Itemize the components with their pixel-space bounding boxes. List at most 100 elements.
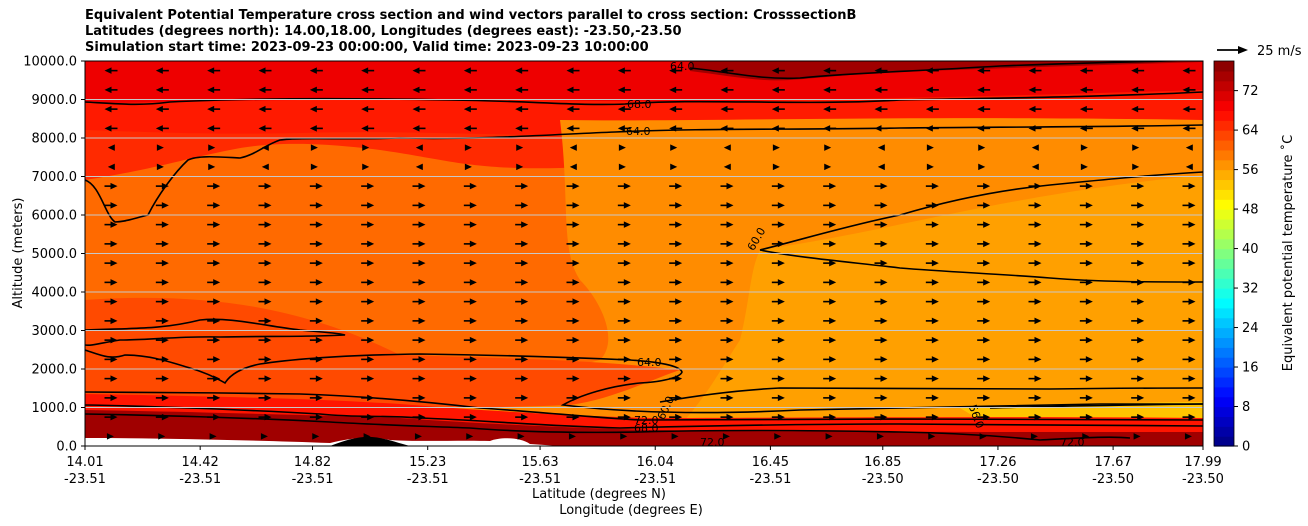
wind-arrow-icon [925,240,939,248]
wind-arrow-icon [874,240,888,248]
wind-arrow-head [931,394,939,402]
wind-arrow-icon [720,221,734,228]
wind-arrow-head [463,67,471,74]
colorbar-level [1214,61,1234,72]
wind-arrow-icon [1028,279,1042,286]
wind-arrow-icon [412,259,426,267]
wind-arrow-icon [261,163,269,171]
wind-arrow-icon [823,356,837,363]
contour-line-68 [85,91,1203,106]
wind-arrow-head [469,240,477,248]
wind-arrow-head [1034,202,1042,209]
wind-arrow-head [367,394,375,402]
wind-arrow-icon [1028,375,1042,382]
wind-arrow-head [566,86,574,94]
wind-arrow-head [874,86,882,94]
wind-arrow-head [312,433,320,440]
wind-arrow-head [931,298,939,305]
wind-arrow-head [1188,356,1196,363]
wind-arrow-head [617,67,625,74]
wind-arrow-icon [566,259,580,267]
wind-arrow-icon [104,279,118,286]
wind-arrow-icon [979,433,987,440]
wind-arrow-icon [207,356,221,363]
wind-arrow-icon [361,67,375,74]
wind-arrow-head [418,336,426,344]
wind-arrow-icon [617,67,631,74]
wind-arrow-head [158,433,166,440]
wind-arrow-icon [874,356,888,363]
wind-arrow-head [926,144,934,151]
wind-arrow-head [310,144,318,151]
wind-arrow-head [925,67,933,74]
wind-arrow-icon [617,259,631,267]
wind-arrow-head [931,240,939,248]
wind-arrow-icon [1028,182,1042,190]
colorbar-level [1214,179,1234,190]
wind-arrow-icon [1182,356,1196,363]
wind-arrow-head [572,298,580,305]
wind-arrow-head [208,144,216,151]
wind-arrow-head [1034,221,1042,228]
wind-arrow-head [264,221,272,228]
wind-arrow-head [463,86,471,94]
x-tick-label-lat: 14.82 [294,455,331,470]
wind-arrow-icon [874,336,888,344]
wind-arrow-icon [771,202,785,209]
wind-arrow-head [110,394,118,402]
wind-arrow-head [772,144,780,151]
wind-arrow-icon [566,202,580,209]
wind-arrow-icon [258,413,272,421]
wind-arrow-icon [361,240,375,248]
wind-arrow-icon [977,202,991,209]
wind-arrow-head [315,375,323,382]
wind-arrow-head [367,182,375,190]
wind-arrow-icon [361,279,375,286]
wind-arrow-icon [361,298,375,305]
wind-arrow-icon [155,67,169,74]
wind-arrow-icon [209,433,217,440]
colorbar-level [1214,337,1234,348]
x-tick-label-lon: -23.51 [749,472,791,487]
wind-arrow-icon [309,356,323,363]
wind-arrow-head [213,202,221,209]
wind-arrow-icon [1131,375,1145,382]
wind-arrow-icon [361,202,375,209]
wind-arrow-head [1188,336,1196,344]
wind-arrow-icon [1028,413,1042,421]
wind-arrow-head [1085,240,1093,248]
wind-arrow-head [623,336,631,344]
wind-arrow-head [669,67,677,74]
wind-arrow-head [361,105,369,113]
wind-arrow-head [1182,86,1190,94]
wind-arrow-icon [258,240,272,248]
wind-arrow-icon [207,86,221,94]
wind-arrow-icon [823,125,837,132]
wind-arrow-icon [669,182,683,190]
wind-arrow-head [110,240,118,248]
wind-arrow-head [983,413,991,421]
wind-arrow-icon [1131,394,1145,402]
wind-arrow-head [829,356,837,363]
wind-arrow-icon [155,240,169,248]
wind-arrow-head [977,86,985,94]
y-tick-label: 3000.0 [32,324,78,339]
wind-arrow-icon [925,182,939,190]
wind-arrow-head [1188,259,1196,267]
wind-arrow-head [414,433,422,440]
wind-arrow-head [367,336,375,344]
wind-arrow-head [362,144,370,151]
wind-arrow-icon [617,394,631,402]
wind-arrow-head [723,163,731,171]
wind-arrow-icon [771,67,785,74]
wind-arrow-icon [258,259,272,267]
wind-arrow-icon [925,86,939,94]
wind-arrow-head [983,317,991,325]
wind-arrow-head [1137,240,1145,248]
wind-arrow-head [931,375,939,382]
wind-arrow-head [675,259,683,267]
wind-arrow-icon [1079,240,1093,248]
wind-arrow-head [726,413,734,421]
x-tick-label-lat: 15.23 [409,455,446,470]
wind-arrow-head [983,298,991,305]
